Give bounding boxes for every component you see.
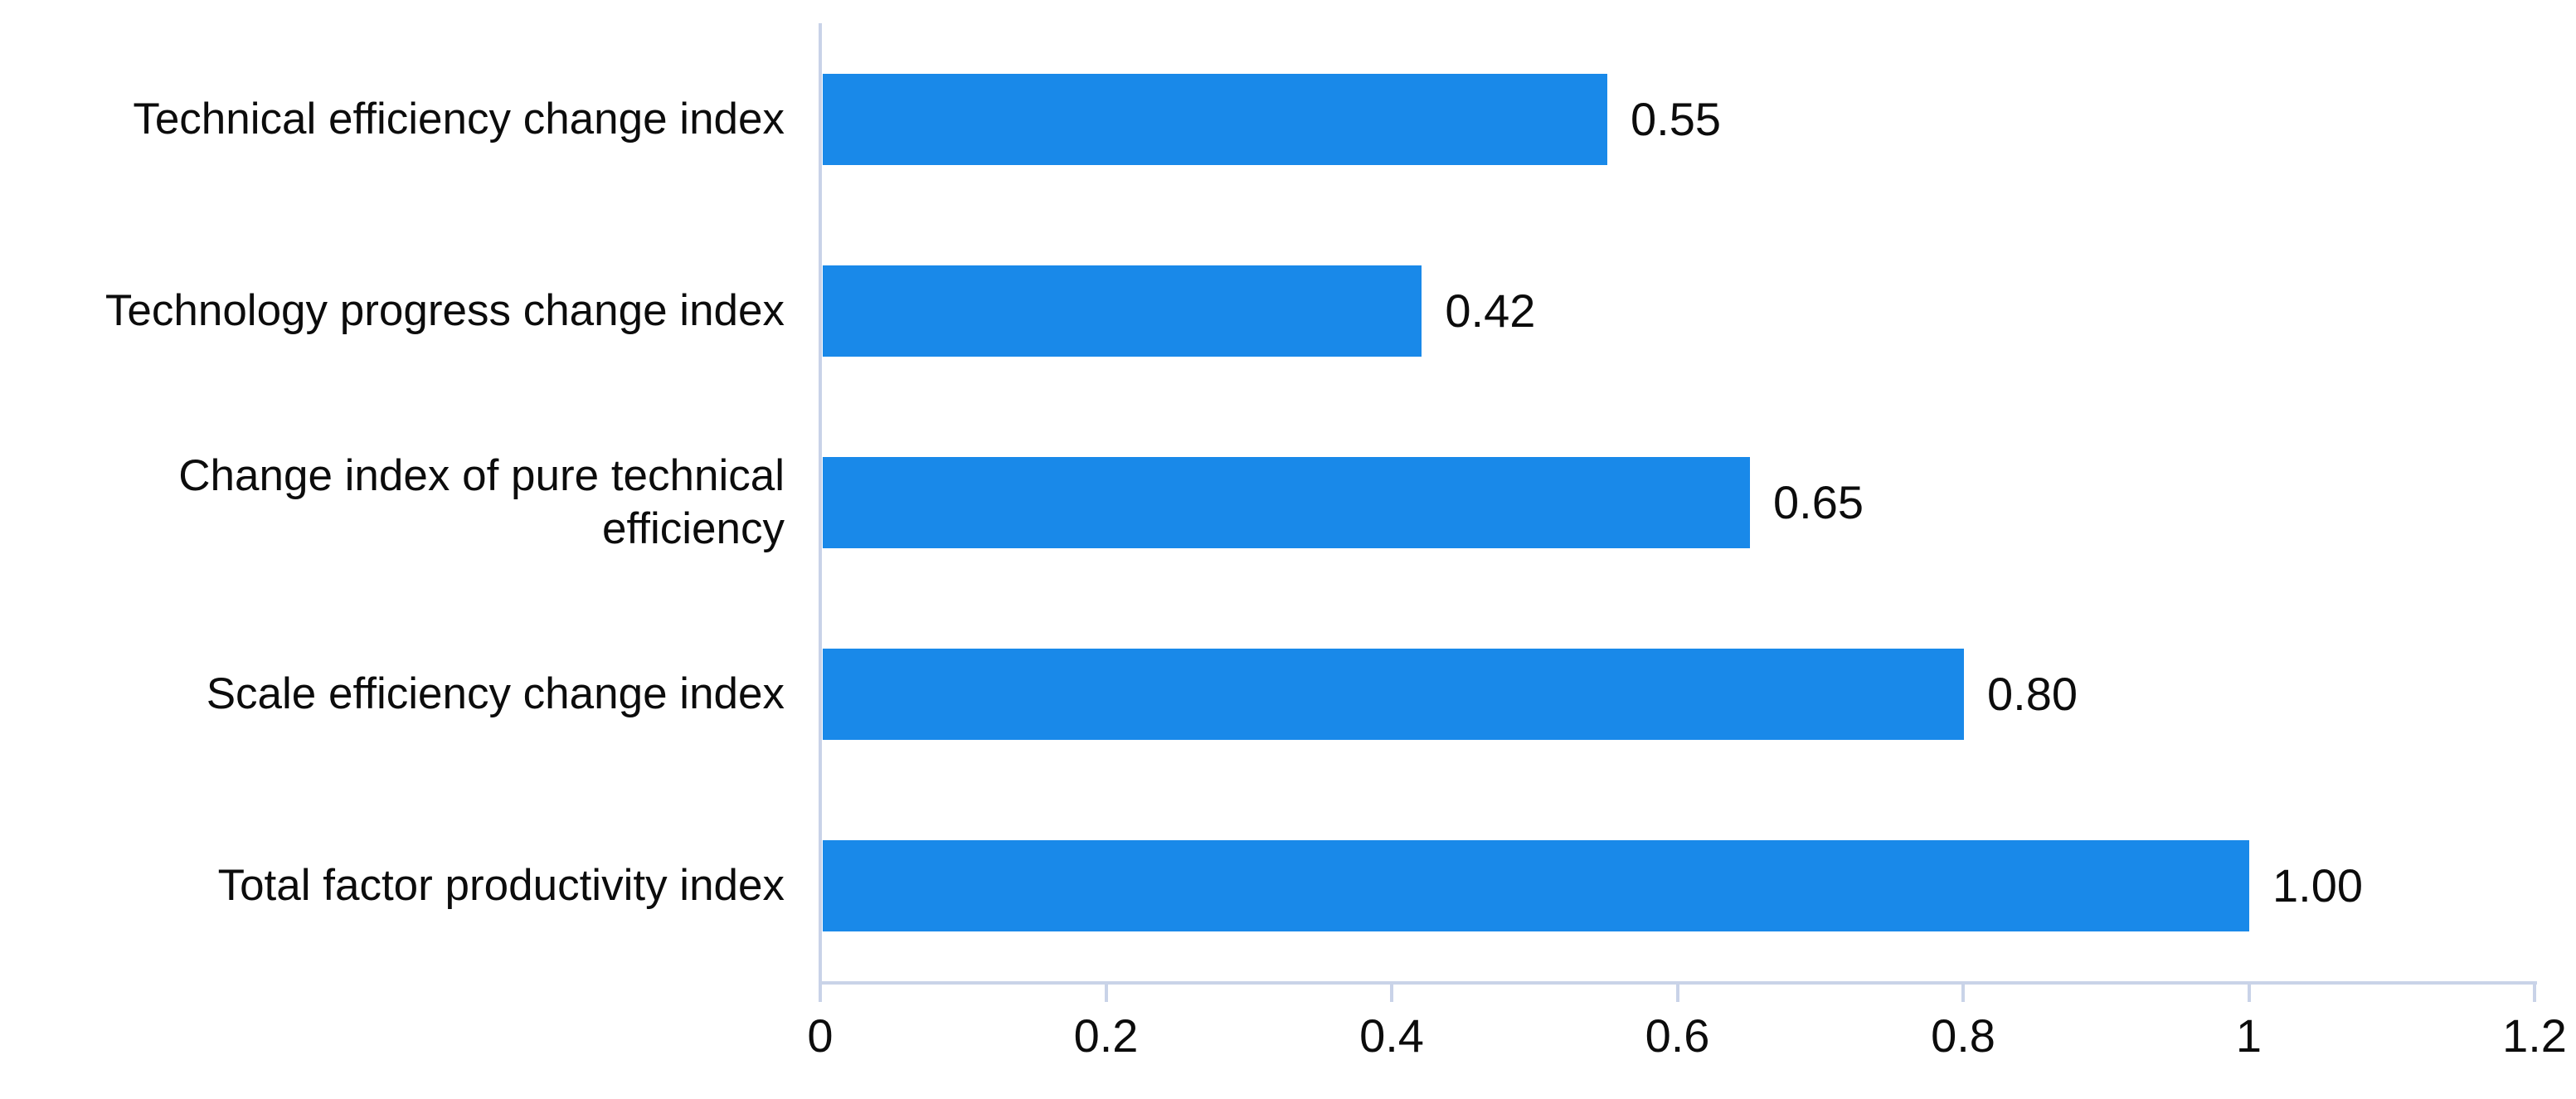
value-label: 0.80 [1987, 668, 2078, 720]
value-label: 1.00 [2272, 859, 2363, 912]
bar [823, 73, 1607, 165]
axis-tick [1961, 981, 1965, 1002]
chart-row: Technical efficiency change index 0.55 [0, 23, 2535, 215]
bar [823, 456, 1750, 548]
bar [823, 265, 1422, 357]
chart-row: Scale efficiency change index 0.80 [0, 598, 2535, 790]
value-label: 0.55 [1631, 93, 1721, 145]
x-tick-label: 1.2 [2502, 1009, 2567, 1062]
bar-track: 0.65 [823, 406, 2535, 598]
value-label: 0.65 [1773, 476, 1864, 528]
x-tick-label: 1 [2235, 1009, 2263, 1062]
y-axis-line [819, 23, 822, 985]
axis-tick [2533, 981, 2536, 1002]
x-tick-label: 0.6 [1645, 1009, 1710, 1062]
chart-row: Total factor productivity index 1.00 [0, 790, 2535, 981]
axis-tick [819, 981, 822, 1002]
axis-tick [1675, 981, 1679, 1002]
axis-tick [2247, 981, 2251, 1002]
axis-tick [1104, 981, 1108, 1002]
x-tick-label: 0.8 [1931, 1009, 1995, 1062]
x-tick-label: 0.4 [1359, 1009, 1424, 1062]
category-label: Scale efficiency change index [206, 669, 785, 718]
x-tick-label: 0 [807, 1009, 834, 1062]
x-tick-label: 0.2 [1073, 1009, 1139, 1062]
bar-track: 0.80 [823, 598, 2535, 790]
chart-row: Change index of pure technical efficienc… [0, 406, 2535, 598]
category-label: Change index of pure technical efficienc… [178, 450, 785, 553]
bar-track: 0.42 [823, 215, 2535, 406]
value-label: 0.42 [1445, 284, 1536, 337]
category-label: Technology progress change index [104, 285, 785, 335]
axis-tick [1390, 981, 1393, 1002]
bar [823, 648, 1964, 740]
chart-rows: Technical efficiency change index 0.55 Tec… [0, 23, 2535, 981]
bar [823, 839, 2249, 931]
bar-track: 1.00 [823, 790, 2535, 981]
bar-track: 0.55 [823, 23, 2535, 215]
category-label: Total factor productivity index [217, 860, 785, 910]
chart-row: Technology progress change index 0.42 [0, 215, 2535, 406]
category-label: Technical efficiency change index [133, 94, 785, 143]
